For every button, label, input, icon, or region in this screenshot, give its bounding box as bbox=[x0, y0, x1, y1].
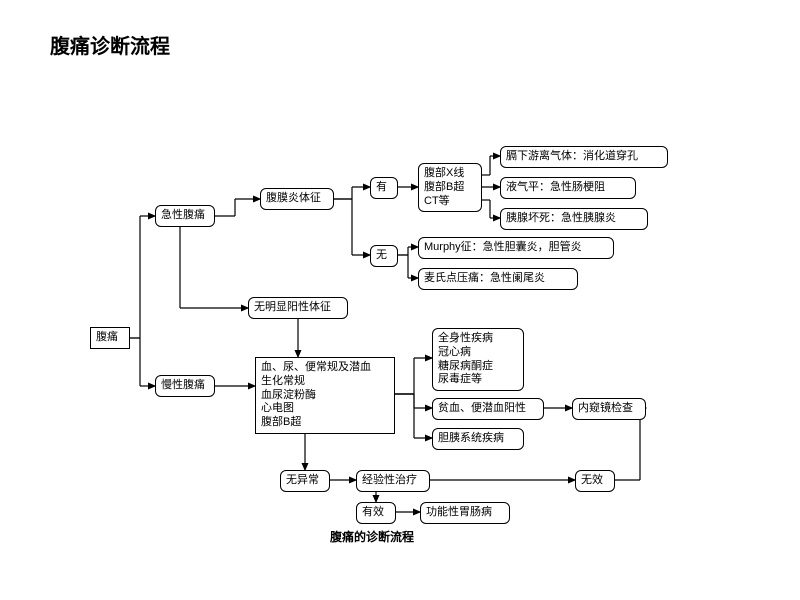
node-noabnorm: 无异常 bbox=[280, 470, 330, 492]
node-obstruct: 液气平：急性肠梗阻 bbox=[500, 177, 636, 199]
node-noSign: 无 bbox=[370, 245, 398, 267]
node-pancreat: 胰腺坏死：急性胰腺炎 bbox=[500, 208, 648, 230]
node-endoscopy: 内窥镜检查 bbox=[572, 398, 646, 420]
node-anemia: 贫血、便潜血阳性 bbox=[432, 398, 544, 420]
node-mcburney: 麦氏点压痛：急性阑尾炎 bbox=[418, 268, 578, 290]
node-chronic: 慢性腹痛 bbox=[155, 375, 215, 397]
node-hasSign: 有 bbox=[370, 177, 398, 199]
node-peritoneal: 腹膜炎体征 bbox=[260, 188, 334, 210]
node-functional: 功能性胃肠病 bbox=[420, 502, 510, 524]
node-acute: 急性腹痛 bbox=[155, 205, 215, 227]
node-biliary: 胆胰系统疾病 bbox=[432, 428, 524, 450]
diagram-caption: 腹痛的诊断流程 bbox=[330, 528, 414, 545]
node-ineffect: 无效 bbox=[575, 470, 615, 492]
node-root: 腹痛 bbox=[90, 327, 130, 349]
node-perfor: 膈下游离气体：消化道穿孔 bbox=[500, 146, 668, 168]
node-imaging: 腹部X线 腹部B超 CT等 bbox=[418, 163, 482, 212]
node-empiric: 经验性治疗 bbox=[356, 470, 430, 492]
page-title: 腹痛诊断流程 bbox=[50, 30, 170, 59]
node-nosign: 无明显阳性体征 bbox=[248, 297, 348, 319]
edge-layer bbox=[0, 0, 800, 600]
node-murphy: Murphy征：急性胆囊炎，胆管炎 bbox=[418, 237, 614, 259]
node-systemic: 全身性疾病 冠心病 糖尿病酮症 尿毒症等 bbox=[432, 328, 524, 391]
node-labs: 血、尿、便常规及潜血 生化常规 血尿淀粉酶 心电图 腹部B超 bbox=[255, 357, 395, 434]
node-effect: 有效 bbox=[356, 502, 396, 524]
